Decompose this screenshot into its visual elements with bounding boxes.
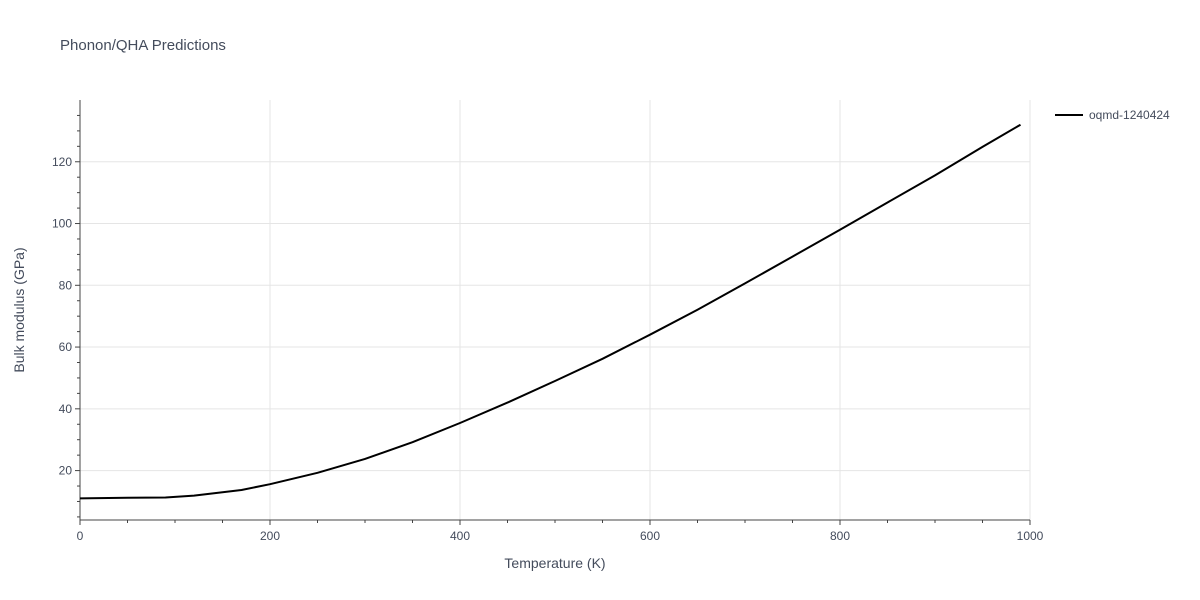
- series-layer: [79, 123, 1022, 500]
- x-axis-title: Temperature (K): [504, 555, 605, 571]
- x-tick-label: 400: [450, 529, 470, 543]
- y-tick-label: 20: [59, 464, 73, 478]
- legend-label[interactable]: oqmd-1240424: [1089, 108, 1170, 122]
- series-line: [79, 123, 1022, 500]
- y-axis-title: Bulk modulus (GPa): [11, 247, 27, 372]
- legend[interactable]: oqmd-1240424: [1055, 108, 1170, 122]
- y-tick-label: 40: [59, 402, 73, 416]
- y-tick-label: 60: [59, 340, 73, 354]
- x-tick-label: 1000: [1017, 529, 1044, 543]
- x-tick-label: 200: [260, 529, 280, 543]
- y-tick-label: 100: [52, 217, 72, 231]
- chart-title: Phonon/QHA Predictions: [60, 37, 226, 54]
- x-tick-label: 800: [830, 529, 850, 543]
- y-tick-label: 80: [59, 278, 73, 292]
- x-tick-label: 600: [640, 529, 660, 543]
- axes: 0 200 400 600 800 1000 20 40 60 80 100 120: [52, 100, 1044, 543]
- y-tick-label: 120: [52, 155, 72, 169]
- grid: [80, 100, 1031, 520]
- x-tick-label: 0: [77, 529, 84, 543]
